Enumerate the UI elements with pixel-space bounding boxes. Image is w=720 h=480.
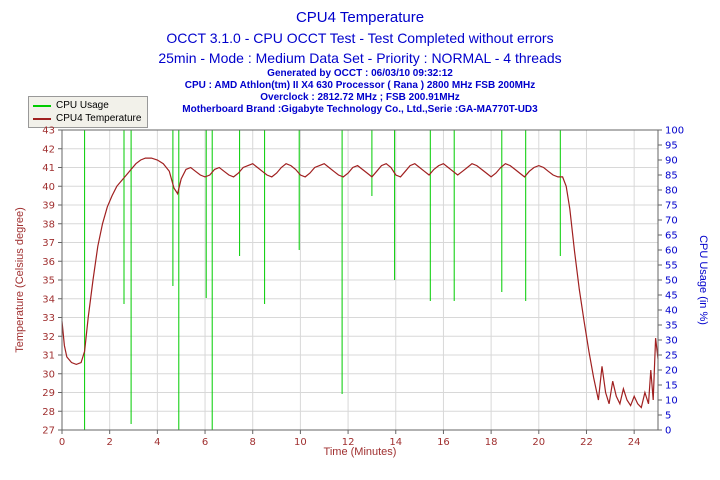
svg-text:27: 27 xyxy=(42,426,55,437)
info-overclock: Overclock : 2812.72 MHz ; FSB 200.91MHz xyxy=(260,92,460,103)
svg-text:10: 10 xyxy=(665,396,678,407)
svg-text:25: 25 xyxy=(665,351,678,362)
svg-text:30: 30 xyxy=(665,336,678,347)
chart-subtitle-mode: 25min - Mode : Medium Data Set - Priorit… xyxy=(158,50,562,66)
right-axis-title: CPU Usage (in %) xyxy=(697,235,709,325)
svg-text:65: 65 xyxy=(665,231,678,242)
svg-text:100: 100 xyxy=(665,126,684,137)
header: CPU4 Temperature OCCT 3.1.0 - CPU OCCT T… xyxy=(0,0,720,116)
cpu-usage-line-swatch xyxy=(33,104,51,107)
svg-text:35: 35 xyxy=(42,276,55,287)
svg-text:32: 32 xyxy=(42,332,55,343)
svg-text:31: 31 xyxy=(42,351,55,362)
info-motherboard: Motherboard Brand :Gigabyte Technology C… xyxy=(182,104,538,115)
left-axis-title: Temperature (Celsius degree) xyxy=(14,207,26,353)
svg-text:14: 14 xyxy=(389,437,402,448)
svg-text:70: 70 xyxy=(665,216,678,227)
chart-plot: 2728293031323334353637383940414243051015… xyxy=(42,126,684,449)
svg-text:80: 80 xyxy=(665,186,678,197)
svg-text:24: 24 xyxy=(628,437,641,448)
svg-text:2: 2 xyxy=(106,437,112,448)
x-axis-title: Time (Minutes) xyxy=(323,446,397,458)
svg-text:60: 60 xyxy=(665,246,678,257)
legend-label-cpu4-temperature: CPU4 Temperature xyxy=(56,113,142,124)
svg-text:43: 43 xyxy=(42,126,55,137)
chart-title: CPU4 Temperature xyxy=(295,9,425,26)
axis-tick-labels: 2728293031323334353637383940414243051015… xyxy=(42,126,684,449)
svg-text:85: 85 xyxy=(665,171,678,182)
svg-text:20: 20 xyxy=(665,366,678,377)
svg-text:29: 29 xyxy=(42,388,55,399)
legend: CPU Usage CPU4 Temperature xyxy=(28,96,149,128)
svg-text:55: 55 xyxy=(665,261,678,272)
svg-text:39: 39 xyxy=(42,201,55,212)
svg-text:6: 6 xyxy=(202,437,208,448)
svg-text:22: 22 xyxy=(580,437,593,448)
temperature-series-line xyxy=(61,157,659,409)
svg-text:37: 37 xyxy=(42,238,55,249)
svg-text:41: 41 xyxy=(42,163,55,174)
legend-item-cpu-usage: CPU Usage xyxy=(33,99,141,112)
svg-text:50: 50 xyxy=(665,276,678,287)
grid-lines xyxy=(61,129,658,431)
svg-text:75: 75 xyxy=(665,201,678,212)
svg-text:42: 42 xyxy=(42,144,55,155)
svg-text:30: 30 xyxy=(42,369,55,380)
svg-text:45: 45 xyxy=(665,291,678,302)
svg-text:95: 95 xyxy=(665,141,678,152)
chart-subtitle-test: OCCT 3.1.0 - CPU OCCT Test - Test Comple… xyxy=(166,30,554,46)
info-cpu: CPU : AMD Athlon(tm) II X4 630 Processor… xyxy=(184,80,536,91)
svg-text:16: 16 xyxy=(437,437,450,448)
cpu4-temperature-line-swatch xyxy=(33,117,51,120)
svg-text:40: 40 xyxy=(665,306,678,317)
svg-text:12: 12 xyxy=(342,437,355,448)
svg-text:33: 33 xyxy=(42,313,55,324)
legend-item-cpu4-temperature: CPU4 Temperature xyxy=(33,112,141,125)
svg-text:35: 35 xyxy=(665,321,678,332)
info-generated: Generated by OCCT : 06/03/10 09:32:12 xyxy=(267,68,453,79)
svg-text:40: 40 xyxy=(42,182,55,193)
svg-text:0: 0 xyxy=(665,426,671,437)
svg-text:5: 5 xyxy=(665,411,671,422)
svg-text:4: 4 xyxy=(154,437,160,448)
svg-text:38: 38 xyxy=(42,219,55,230)
svg-text:18: 18 xyxy=(485,437,498,448)
svg-text:15: 15 xyxy=(665,381,678,392)
svg-text:10: 10 xyxy=(294,437,307,448)
svg-text:20: 20 xyxy=(532,437,545,448)
svg-text:28: 28 xyxy=(42,407,55,418)
legend-label-cpu-usage: CPU Usage xyxy=(56,100,109,111)
svg-text:0: 0 xyxy=(59,437,65,448)
svg-text:90: 90 xyxy=(665,156,678,167)
svg-text:34: 34 xyxy=(42,294,55,305)
svg-text:36: 36 xyxy=(42,257,55,268)
svg-text:8: 8 xyxy=(250,437,256,448)
